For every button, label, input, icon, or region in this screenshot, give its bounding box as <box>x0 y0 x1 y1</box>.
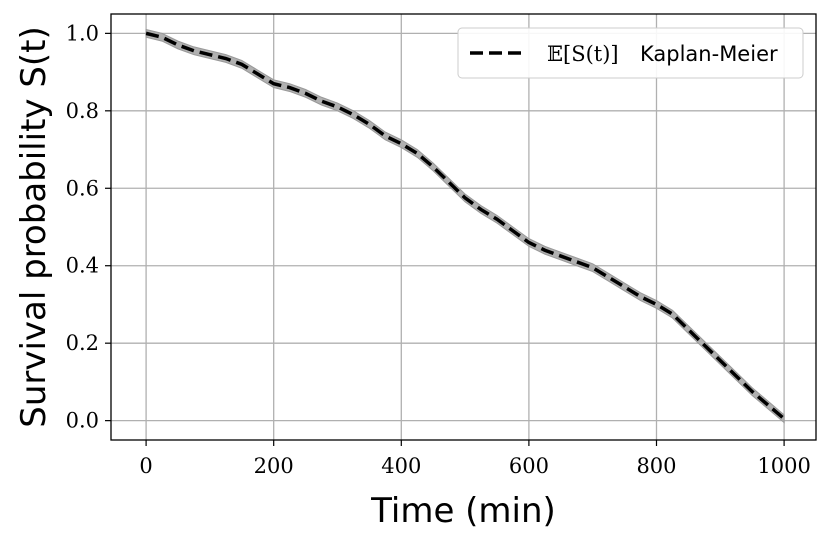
x-tick-label: 400 <box>381 454 421 478</box>
legend-math-label: 𝔼[S(t)] <box>547 42 619 66</box>
y-tick-label: 0.0 <box>66 409 99 433</box>
legend-text-label: Kaplan-Meier <box>640 42 778 66</box>
grid-lines <box>111 14 816 440</box>
legend: 𝔼[S(t)] Kaplan-Meier <box>457 27 804 79</box>
y-axis-ticks: 0.0 0.2 0.4 0.6 0.8 1.0 <box>66 21 111 433</box>
y-axis-label: Survival probability S(t) <box>14 26 54 428</box>
x-tick-label: 600 <box>509 454 549 478</box>
y-tick-label: 0.2 <box>66 331 99 355</box>
series-lines <box>145 31 786 421</box>
y-tick-label: 1.0 <box>66 21 99 45</box>
x-tick-label: 800 <box>636 454 676 478</box>
y-tick-label: 0.6 <box>66 176 99 200</box>
x-tick-label: 200 <box>254 454 294 478</box>
confidence-band-area <box>145 28 785 424</box>
confidence-band <box>145 28 785 424</box>
x-axis-label: Time (min) <box>370 491 556 531</box>
plot-frame <box>110 13 817 441</box>
series-line <box>145 31 786 421</box>
y-tick-label: 0.4 <box>66 254 99 278</box>
x-tick-label: 0 <box>139 454 152 478</box>
legend-box <box>457 27 804 79</box>
x-axis-ticks: 0 200 400 600 800 1000 <box>139 440 811 478</box>
x-tick-label: 1000 <box>757 454 810 478</box>
y-tick-label: 0.8 <box>66 99 99 123</box>
